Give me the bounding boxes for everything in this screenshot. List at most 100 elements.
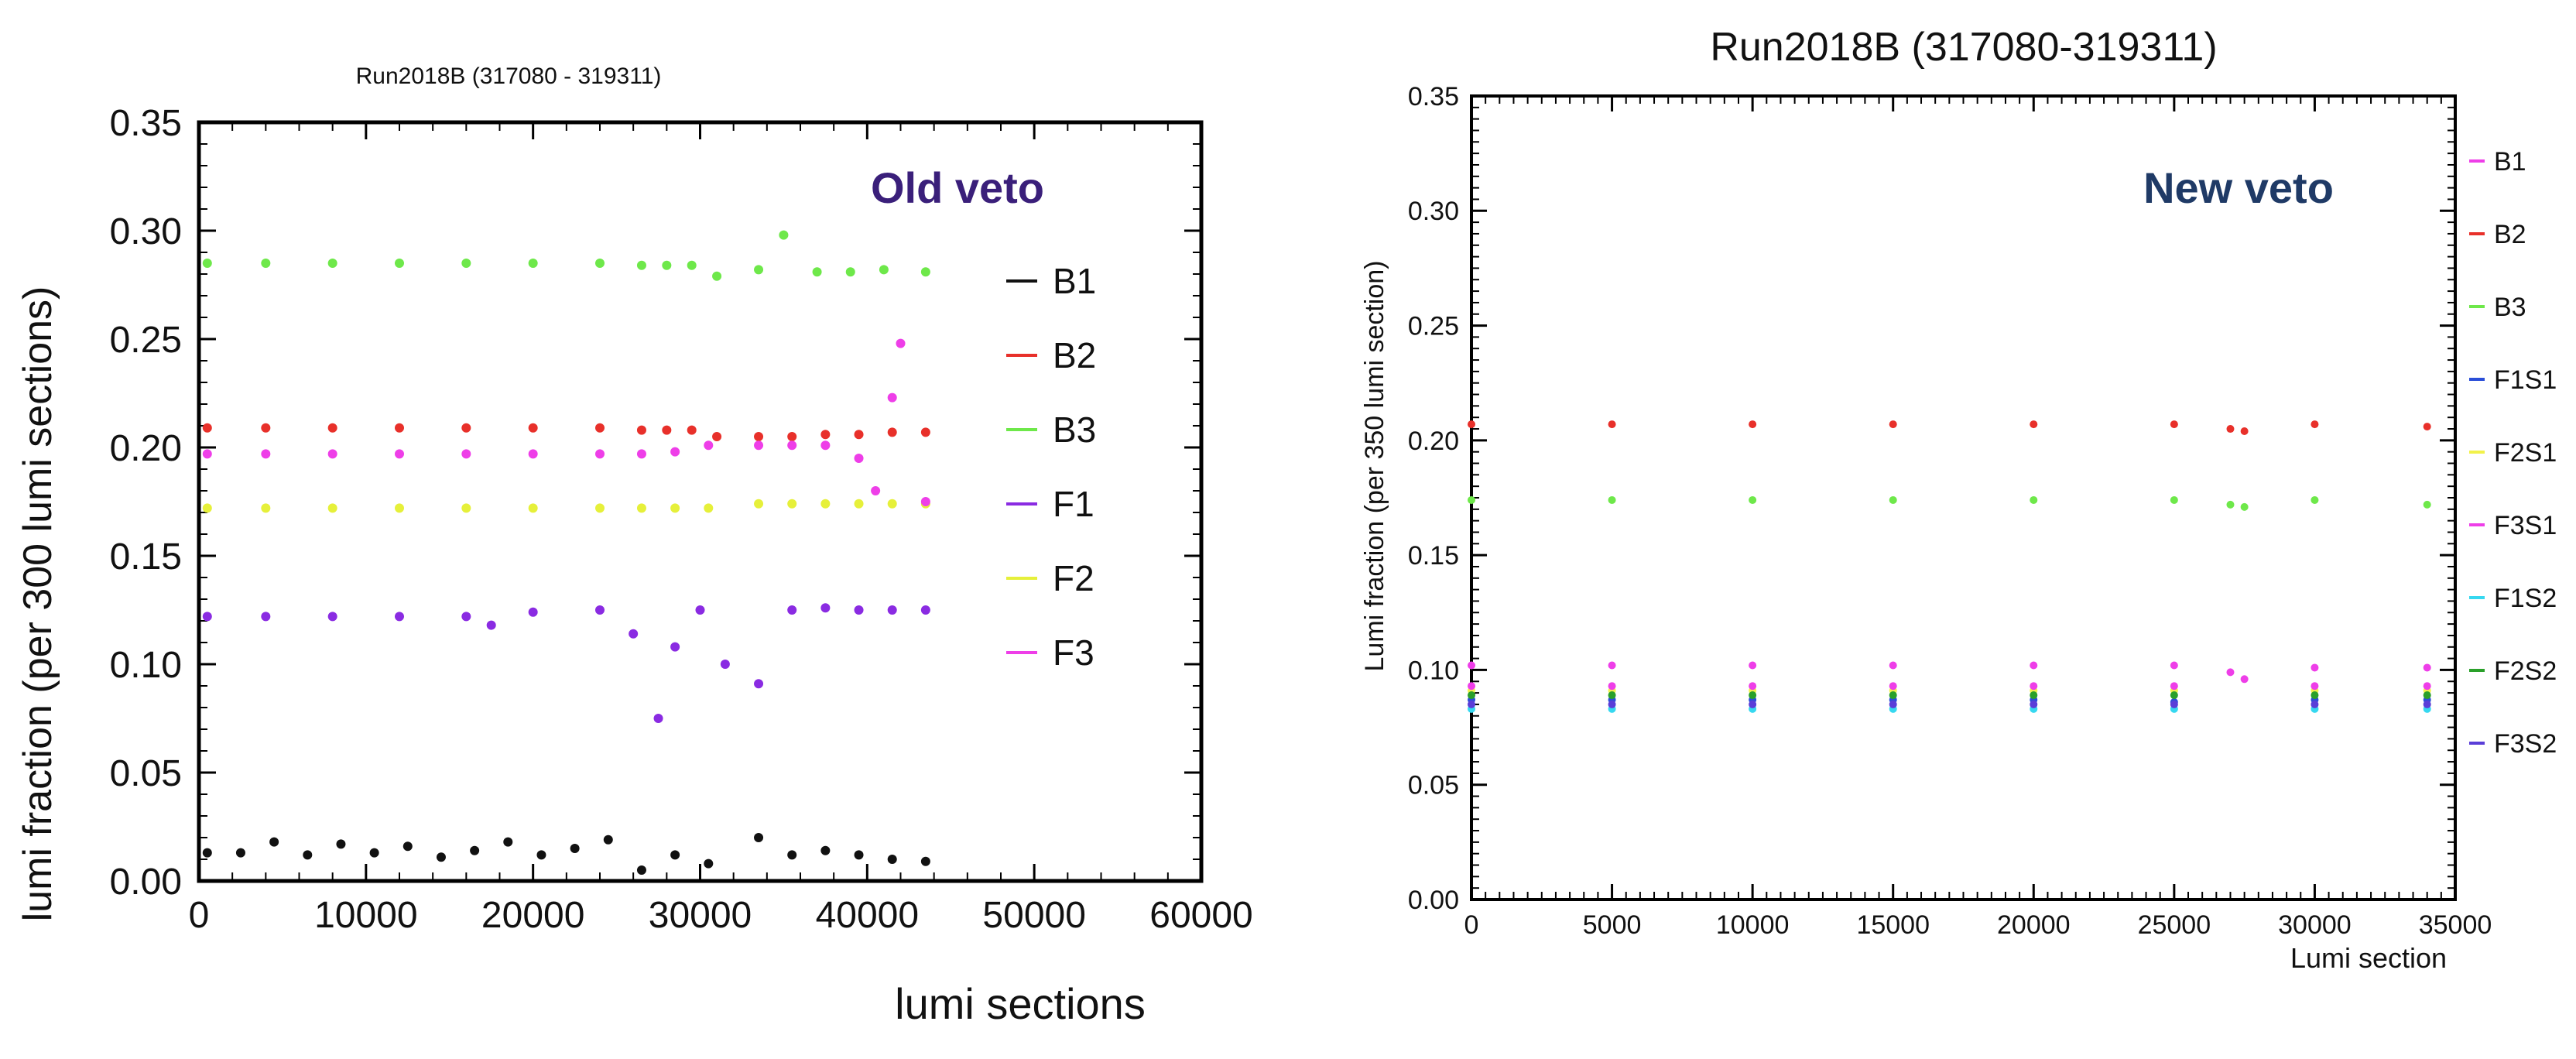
data-point: [202, 423, 212, 433]
data-point: [845, 267, 855, 277]
data-point: [2030, 682, 2038, 691]
series-f2: [202, 499, 930, 513]
y-tick-label: 0.10: [1408, 656, 1459, 685]
data-point: [369, 848, 379, 858]
x-tick-label: 35000: [2419, 910, 2492, 940]
data-point: [1468, 420, 1475, 429]
data-point: [528, 423, 538, 433]
x-axis-label: Lumi section: [2290, 942, 2447, 974]
data-point: [202, 848, 212, 858]
data-point: [595, 605, 605, 615]
data-point: [1468, 691, 1475, 700]
legend-label: F3S1: [2494, 511, 2557, 540]
legend-entry-f2s1: F2S1: [2469, 438, 2557, 468]
series-b3: [1468, 495, 2431, 511]
data-point: [1608, 700, 1616, 708]
data-point: [461, 423, 471, 433]
data-point: [704, 859, 714, 869]
data-point: [2423, 700, 2431, 708]
data-point: [670, 642, 680, 652]
data-point: [2226, 668, 2235, 677]
data-point: [687, 425, 697, 435]
legend-entry-b3: B3: [1006, 410, 1096, 450]
data-point: [1749, 691, 1757, 700]
y-tick-label: 0.15: [1408, 541, 1459, 571]
data-point: [2170, 495, 2178, 504]
x-tick-label: 10000: [314, 895, 417, 936]
data-point: [395, 449, 404, 459]
data-point: [2311, 700, 2319, 708]
data-point: [461, 259, 471, 268]
data-point: [436, 852, 446, 862]
data-point: [202, 449, 212, 459]
data-point: [1608, 661, 1616, 670]
data-point: [779, 230, 789, 240]
data-point: [1468, 495, 1475, 504]
x-tick-label: 0: [189, 895, 210, 936]
legend-entry-f3: F3: [1006, 632, 1094, 673]
legend-label: B1: [2494, 147, 2526, 176]
data-point: [820, 603, 831, 613]
series-f3s2: [1468, 700, 2431, 708]
data-point: [787, 605, 797, 615]
data-point: [2240, 675, 2249, 684]
data-point: [2423, 423, 2431, 431]
data-point: [787, 850, 797, 860]
data-point: [528, 607, 538, 617]
data-point: [2030, 691, 2038, 700]
data-point: [1749, 420, 1757, 429]
data-point: [2030, 495, 2038, 504]
series-b1: [202, 833, 930, 875]
legend-entry-f3s1: F3S1: [2469, 511, 2557, 540]
data-point: [461, 503, 471, 513]
data-point: [402, 841, 413, 852]
data-point: [1608, 420, 1616, 429]
data-point: [629, 629, 639, 639]
data-point: [327, 612, 337, 622]
data-point: [2423, 500, 2431, 509]
data-point: [920, 856, 930, 866]
data-point: [1749, 661, 1757, 670]
data-point: [486, 620, 496, 630]
data-point: [854, 430, 864, 440]
data-point: [595, 259, 605, 268]
series-f2s2: [1468, 691, 2431, 700]
data-point: [787, 499, 797, 509]
legend-entry-b3: B3: [2469, 293, 2526, 322]
data-point: [269, 837, 279, 847]
legend-label: B3: [1053, 410, 1096, 450]
y-tick-label: 0.05: [110, 753, 182, 794]
data-point: [653, 714, 663, 723]
legend-label: F2S2: [2494, 656, 2557, 686]
data-point: [261, 503, 271, 513]
data-point: [2030, 661, 2038, 670]
data-point: [787, 432, 797, 441]
data-point: [2423, 663, 2431, 672]
series-f3s1: [1468, 682, 2431, 691]
data-point: [1749, 495, 1757, 504]
data-point: [670, 850, 680, 860]
data-point: [1749, 700, 1757, 708]
y-axis-label: lumi fraction (per 300 lumi sections): [15, 286, 60, 922]
legend-entry-f2s2: F2S2: [2469, 656, 2557, 686]
data-point: [704, 503, 714, 513]
data-point: [1468, 682, 1475, 691]
data-point: [2423, 682, 2431, 691]
data-point: [327, 449, 337, 459]
x-tick-label: 0: [1464, 910, 1479, 940]
data-point: [2311, 420, 2319, 429]
data-point: [1889, 682, 1897, 691]
data-point: [820, 440, 831, 451]
x-tick-label: 20000: [1997, 910, 2071, 940]
data-point: [636, 865, 646, 875]
data-point: [261, 449, 271, 459]
data-point: [2311, 495, 2319, 504]
x-axis-label: lumi sections: [895, 979, 1146, 1028]
data-point: [871, 486, 881, 495]
data-point: [303, 850, 313, 860]
legend-label: F2: [1053, 558, 1094, 598]
series-b1: [1468, 661, 2431, 684]
data-point: [670, 503, 680, 513]
legend-entry-b1: B1: [1006, 261, 1096, 301]
